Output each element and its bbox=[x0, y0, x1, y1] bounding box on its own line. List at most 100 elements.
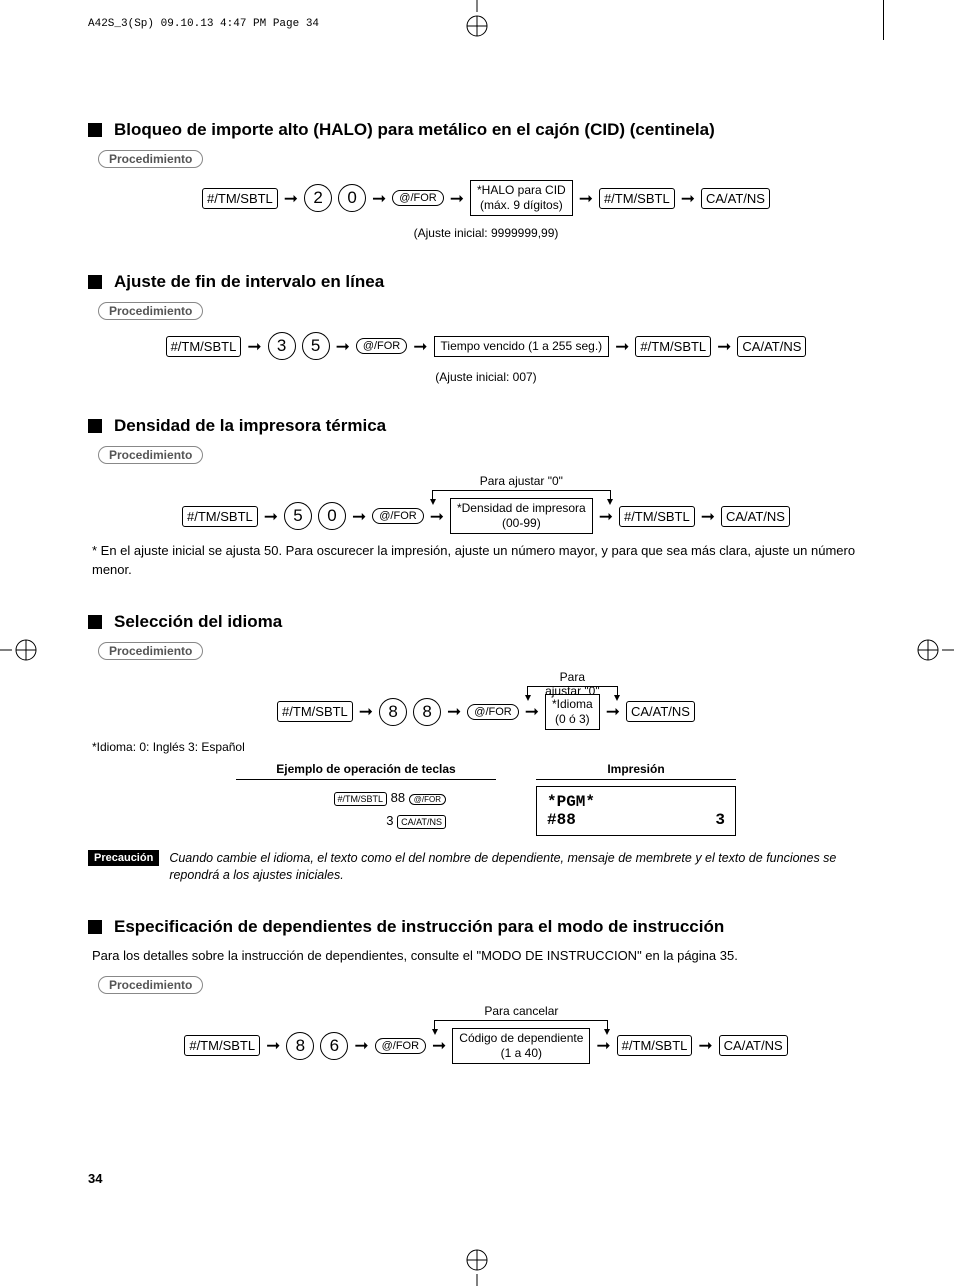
arrow-icon: ➞ bbox=[430, 508, 444, 525]
data-entry-box: *Densidad de impresora (00-99) bbox=[450, 498, 593, 534]
bypass-label: Para cancelar bbox=[452, 1004, 590, 1018]
receipt-left: #88 bbox=[547, 811, 576, 829]
section-title: Bloqueo de importe alto (HALO) para metá… bbox=[114, 120, 715, 140]
bypass-group: Para ajustar "0" *Densidad de impresora … bbox=[450, 498, 593, 534]
key-caatns: CA/AT/NS bbox=[701, 188, 770, 209]
key-tmsbtl: #/TM/SBTL bbox=[182, 506, 258, 527]
arrow-icon: ➞ bbox=[432, 1037, 446, 1054]
section-halo: Bloqueo de importe alto (HALO) para metá… bbox=[88, 120, 884, 240]
key-caatns-small: CA/AT/NS bbox=[397, 815, 446, 829]
digit-key: 0 bbox=[338, 184, 366, 212]
digit-key: 0 bbox=[318, 502, 346, 530]
arrow-icon: ➞ bbox=[579, 190, 593, 207]
flow: #/TM/SBTL ➞ 5 0 ➞ @/FOR ➞ Para ajustar "… bbox=[88, 498, 884, 534]
arrow-icon: ➞ bbox=[606, 703, 620, 720]
crop-mark-left bbox=[0, 630, 40, 670]
flow: #/TM/SBTL ➞ 8 6 ➞ @/FOR ➞ Para cancelar … bbox=[88, 1028, 884, 1064]
section-language: Selección del idioma Procedimiento #/TM/… bbox=[88, 612, 884, 885]
content: Bloqueo de importe alto (HALO) para metá… bbox=[88, 120, 884, 1064]
arrow-icon: ➞ bbox=[525, 703, 539, 720]
body-text: Para los detalles sobre la instrucción d… bbox=[92, 947, 880, 966]
key-operation-example: #/TM/SBTL 88 @/FOR 3 CA/AT/NS bbox=[236, 786, 496, 833]
key-tmsbtl: #/TM/SBTL bbox=[635, 336, 711, 357]
digit-key: 8 bbox=[379, 698, 407, 726]
arrow-icon: ➞ bbox=[264, 508, 278, 525]
section-marker-icon bbox=[88, 615, 102, 629]
section-density: Densidad de la impresora térmica Procedi… bbox=[88, 416, 884, 580]
arrow-icon: ➞ bbox=[599, 508, 613, 525]
digit-key: 2 bbox=[304, 184, 332, 212]
section-title: Selección del idioma bbox=[114, 612, 282, 632]
bypass-label: Para ajustar "0" bbox=[450, 474, 593, 488]
key-caatns: CA/AT/NS bbox=[719, 1035, 788, 1056]
procedure-badge: Procedimiento bbox=[98, 150, 203, 168]
key-tmsbtl: #/TM/SBTL bbox=[202, 188, 278, 209]
language-footnote: *Idioma: 0: Inglés 3: Español bbox=[92, 740, 884, 754]
key-atfor: @/FOR bbox=[467, 704, 518, 720]
trim-rule bbox=[883, 0, 884, 40]
section-marker-icon bbox=[88, 123, 102, 137]
bypass-bracket-icon bbox=[527, 686, 618, 695]
key-caatns: CA/AT/NS bbox=[737, 336, 806, 357]
page-number: 34 bbox=[88, 1171, 102, 1186]
example-row: Ejemplo de operación de teclas #/TM/SBTL… bbox=[88, 762, 884, 836]
body-text: * En el ajuste inicial se ajusta 50. Par… bbox=[92, 542, 880, 580]
pdf-header: A42S_3(Sp) 09.10.13 4:47 PM Page 34 bbox=[88, 18, 319, 30]
arrow-icon: ➞ bbox=[372, 190, 386, 207]
key-tmsbtl: #/TM/SBTL bbox=[277, 701, 353, 722]
data-entry-box: Código de dependiente (1 a 40) bbox=[452, 1028, 590, 1064]
arrow-icon: ➞ bbox=[447, 703, 461, 720]
digit-key: 8 bbox=[286, 1032, 314, 1060]
key-atfor-small: @/FOR bbox=[409, 794, 446, 805]
key-tmsbtl: #/TM/SBTL bbox=[619, 506, 695, 527]
section-title: Densidad de la impresora térmica bbox=[114, 416, 386, 436]
arrow-icon: ➞ bbox=[717, 338, 731, 355]
bypass-group: Para cancelar Código de dependiente (1 a… bbox=[452, 1028, 590, 1064]
arrow-icon: ➞ bbox=[359, 703, 373, 720]
procedure-badge: Procedimiento bbox=[98, 976, 203, 994]
caution-badge: Precaución bbox=[88, 850, 159, 866]
key-caatns: CA/AT/NS bbox=[721, 506, 790, 527]
arrow-icon: ➞ bbox=[681, 190, 695, 207]
section-training-clerk: Especificación de dependientes de instru… bbox=[88, 917, 884, 1064]
procedure-badge: Procedimiento bbox=[98, 642, 203, 660]
digit-key: 8 bbox=[413, 698, 441, 726]
section-title: Ajuste de fin de intervalo en línea bbox=[114, 272, 384, 292]
initial-setting-note: (Ajuste inicial: 9999999,99) bbox=[88, 226, 884, 240]
section-marker-icon bbox=[88, 419, 102, 433]
key-caatns: CA/AT/NS bbox=[626, 701, 695, 722]
num-entry: 88 bbox=[391, 790, 405, 805]
arrow-icon: ➞ bbox=[413, 338, 427, 355]
flow: #/TM/SBTL ➞ 3 5 ➞ @/FOR ➞ Tiempo vencido… bbox=[88, 332, 884, 360]
section-interval: Ajuste de fin de intervalo en línea Proc… bbox=[88, 272, 884, 384]
crop-mark-bottom bbox=[457, 1246, 497, 1286]
bypass-group: Para ajustar "0" *Idioma (0 ó 3) bbox=[545, 694, 600, 730]
flow: #/TM/SBTL ➞ 8 8 ➞ @/FOR ➞ Para ajustar "… bbox=[88, 694, 884, 730]
arrow-icon: ➞ bbox=[701, 508, 715, 525]
data-entry-box: *HALO para CID (máx. 9 dígitos) bbox=[470, 180, 573, 216]
arrow-icon: ➞ bbox=[596, 1037, 610, 1054]
key-tmsbtl: #/TM/SBTL bbox=[599, 188, 675, 209]
arrow-icon: ➞ bbox=[284, 190, 298, 207]
section-marker-icon bbox=[88, 920, 102, 934]
num-entry: 3 bbox=[386, 813, 393, 828]
procedure-badge: Procedimiento bbox=[98, 446, 203, 464]
section-title: Especificación de dependientes de instru… bbox=[114, 917, 724, 937]
example-print-heading: Impresión bbox=[536, 762, 736, 780]
arrow-icon: ➞ bbox=[354, 1037, 368, 1054]
key-atfor: @/FOR bbox=[356, 338, 407, 354]
flow: #/TM/SBTL ➞ 2 0 ➞ @/FOR ➞ *HALO para CID… bbox=[88, 180, 884, 216]
key-tmsbtl: #/TM/SBTL bbox=[184, 1035, 260, 1056]
arrow-icon: ➞ bbox=[336, 338, 350, 355]
data-entry-box: *Idioma (0 ó 3) bbox=[545, 694, 600, 730]
key-tmsbtl-small: #/TM/SBTL bbox=[334, 792, 388, 806]
bypass-bracket-icon bbox=[434, 1020, 608, 1029]
receipt-line: *PGM* bbox=[547, 793, 725, 811]
arrow-icon: ➞ bbox=[352, 508, 366, 525]
receipt-print: *PGM* #88 3 bbox=[536, 786, 736, 836]
caution-text: Cuando cambie el idioma, el texto como e… bbox=[169, 850, 884, 885]
digit-key: 3 bbox=[268, 332, 296, 360]
data-entry-box: Tiempo vencido (1 a 255 seg.) bbox=[434, 336, 610, 357]
key-atfor: @/FOR bbox=[372, 508, 423, 524]
procedure-badge: Procedimiento bbox=[98, 302, 203, 320]
